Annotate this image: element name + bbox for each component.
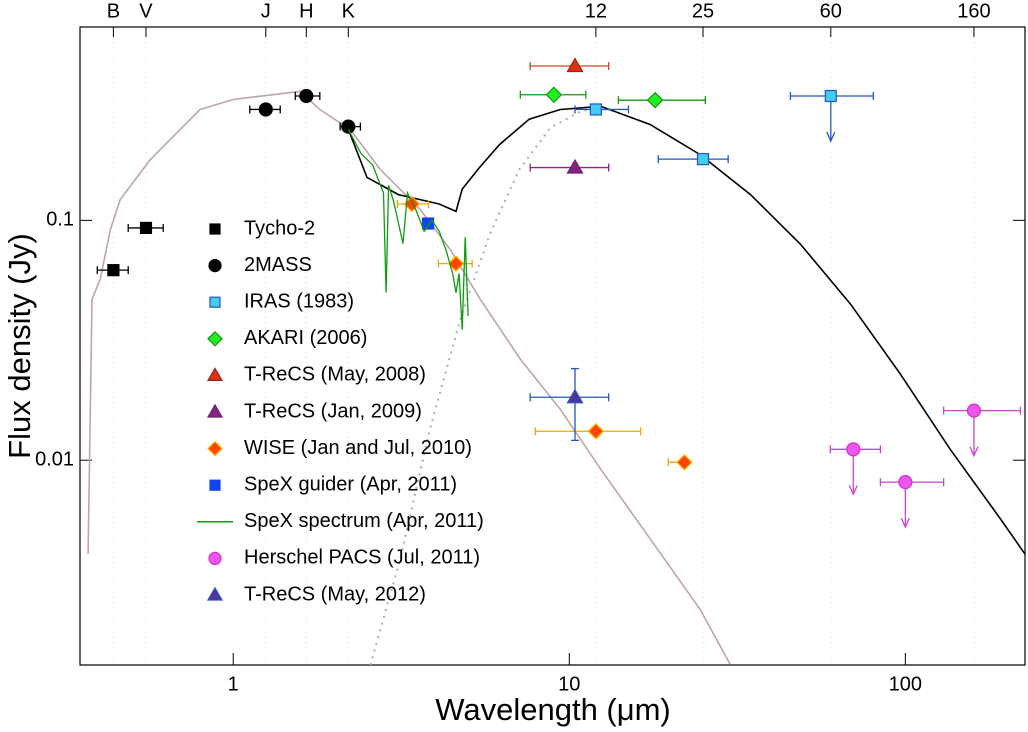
spectrum-line	[347, 128, 469, 330]
legend-marker	[206, 367, 224, 381]
legend-label: SpeX spectrum (Apr, 2011)	[244, 510, 484, 532]
marker	[341, 119, 356, 134]
marker	[107, 264, 120, 277]
top-tick-label: 160	[957, 0, 990, 22]
marker	[898, 475, 913, 490]
x-tick-label: 1	[228, 673, 239, 695]
y-tick-label: 0.1	[46, 209, 74, 231]
legend-marker	[208, 551, 222, 566]
marker	[566, 57, 584, 73]
top-tick-label: J	[261, 0, 271, 22]
top-tick-label: 12	[585, 0, 607, 22]
marker	[545, 86, 563, 104]
marker	[447, 255, 465, 272]
legend-marker	[206, 403, 224, 418]
marker	[566, 388, 584, 404]
legend-marker	[208, 259, 222, 273]
arrow-head	[826, 131, 836, 143]
legend-marker	[209, 296, 221, 308]
legend-marker	[207, 330, 223, 347]
marker	[676, 453, 693, 471]
legend-label: Tycho-2	[244, 217, 315, 239]
legend-label: 2MASS	[244, 254, 312, 276]
marker	[139, 221, 153, 235]
x-axis-label: Wavelength (μm)	[435, 692, 671, 727]
arrow-head	[900, 517, 910, 529]
legend-label: T-ReCS (May, 2008)	[244, 364, 426, 386]
x-tick-label: 100	[889, 673, 922, 695]
model-curve	[347, 105, 1025, 555]
legend-marker	[209, 223, 221, 235]
arrow-head	[848, 485, 858, 496]
legend-label: T-ReCS (May, 2012)	[244, 583, 426, 605]
legend-label: Herschel PACS (Jul, 2011)	[244, 547, 480, 569]
legend-label: AKARI (2006)	[244, 327, 367, 349]
marker	[696, 153, 710, 166]
marker	[566, 158, 584, 174]
top-tick-label: 60	[820, 0, 842, 22]
y-axis-label: Flux density (Jy)	[2, 233, 37, 459]
marker	[846, 442, 861, 457]
legend-marker	[206, 586, 224, 601]
arrow-head	[969, 446, 979, 458]
legend-label: IRAS (1983)	[244, 290, 354, 312]
marker	[299, 88, 314, 104]
x-tick-label: 10	[558, 673, 580, 695]
legend-marker	[209, 479, 221, 491]
marker	[587, 422, 605, 440]
legend-label: T-ReCS (Jan, 2009)	[244, 400, 422, 422]
top-tick-label: 25	[692, 0, 714, 22]
y-tick-label: 0.01	[35, 448, 74, 470]
top-tick-label: H	[299, 0, 313, 22]
top-tick-label: K	[342, 0, 356, 22]
marker	[258, 102, 273, 117]
marker	[646, 91, 664, 109]
legend-label: WISE (Jan and Jul, 2010)	[244, 437, 472, 459]
legend-label: SpeX guider (Apr, 2011)	[244, 473, 457, 495]
marker	[824, 89, 837, 103]
marker	[589, 103, 602, 116]
top-tick-label: B	[107, 0, 120, 22]
plot-frame	[79, 26, 1026, 666]
legend-marker	[207, 440, 223, 457]
clip-group	[87, 57, 1025, 665]
marker	[966, 403, 982, 418]
top-tick-label: V	[139, 0, 153, 22]
model-curve	[369, 105, 651, 665]
